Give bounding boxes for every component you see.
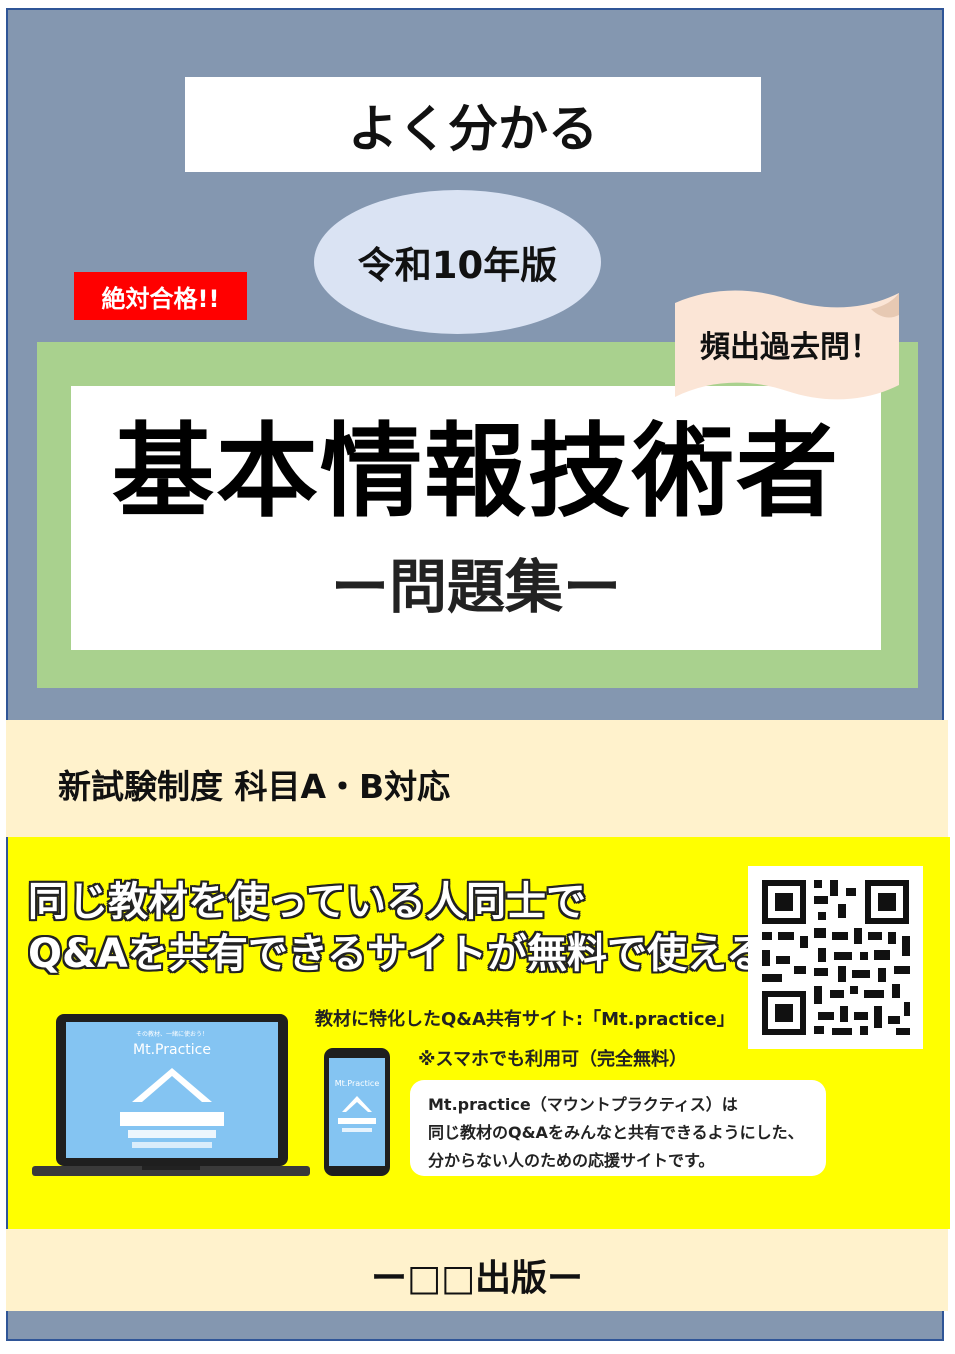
- ribbon-label: 頻出過去問！: [700, 330, 880, 365]
- title-panel: [71, 386, 881, 650]
- book-subtitle: ー問題集ー: [330, 553, 621, 621]
- mountain-logo-icon: [132, 1068, 212, 1102]
- edition-ellipse: 令和10年版: [314, 190, 601, 334]
- mobile-note: ※スマホでも利用可（完全無料）: [418, 1049, 687, 1070]
- promo-headline-line2: Q&Aを共有できるサイトが無料で使える!!: [28, 931, 803, 977]
- phone-app-name: Mt.Practice: [335, 1079, 380, 1088]
- mountain-logo-icon: [342, 1096, 372, 1112]
- site-label: 教材に特化したQ&A共有サイト:「Mt.practice」: [315, 1009, 735, 1030]
- ribbon-scroll-icon: [675, 290, 899, 400]
- site-description: Mt.practice（マウントプラクティス）は 同じ教材のQ&Aをみんなと共有…: [410, 1080, 826, 1176]
- series-label: よく分かる: [348, 99, 598, 158]
- description-line2: 同じ教材のQ&Aをみんなと共有できるようにした、: [428, 1123, 804, 1142]
- pass-badge: 絶対合格!!: [74, 272, 247, 320]
- exam-note: 新試験制度 科目A・B対応: [58, 767, 451, 806]
- laptop-icon: その教材、一緒に使おう！ Mt.Practice: [32, 1014, 310, 1176]
- promo-headline-line1: 同じ教材を使っている人同士で: [28, 879, 586, 925]
- book-title: 基本情報技術者: [112, 413, 840, 532]
- publisher-label: ー□□出版ー: [370, 1258, 584, 1299]
- laptop-screen-tagline: その教材、一緒に使おう！: [136, 1030, 208, 1038]
- description-line3: 分からない人のための応援サイトです。: [428, 1151, 715, 1170]
- exam-note-band: [6, 720, 948, 837]
- promo-headline: 同じ教材を使っている人同士で Q&Aを共有できるサイトが無料で使える!!: [28, 876, 802, 980]
- edition-label: 令和10年版: [357, 244, 558, 287]
- pass-badge-label: 絶対合格!!: [101, 284, 220, 313]
- publisher-band: [6, 1229, 948, 1311]
- qr-code-icon: [762, 880, 910, 1035]
- qr-code-frame[interactable]: [748, 866, 923, 1049]
- laptop-app-name: Mt.Practice: [133, 1042, 211, 1058]
- series-label-box: よく分かる: [185, 77, 761, 172]
- description-line1: Mt.practice（マウントプラクティス）は: [428, 1095, 738, 1114]
- smartphone-icon: Mt.Practice: [324, 1048, 390, 1176]
